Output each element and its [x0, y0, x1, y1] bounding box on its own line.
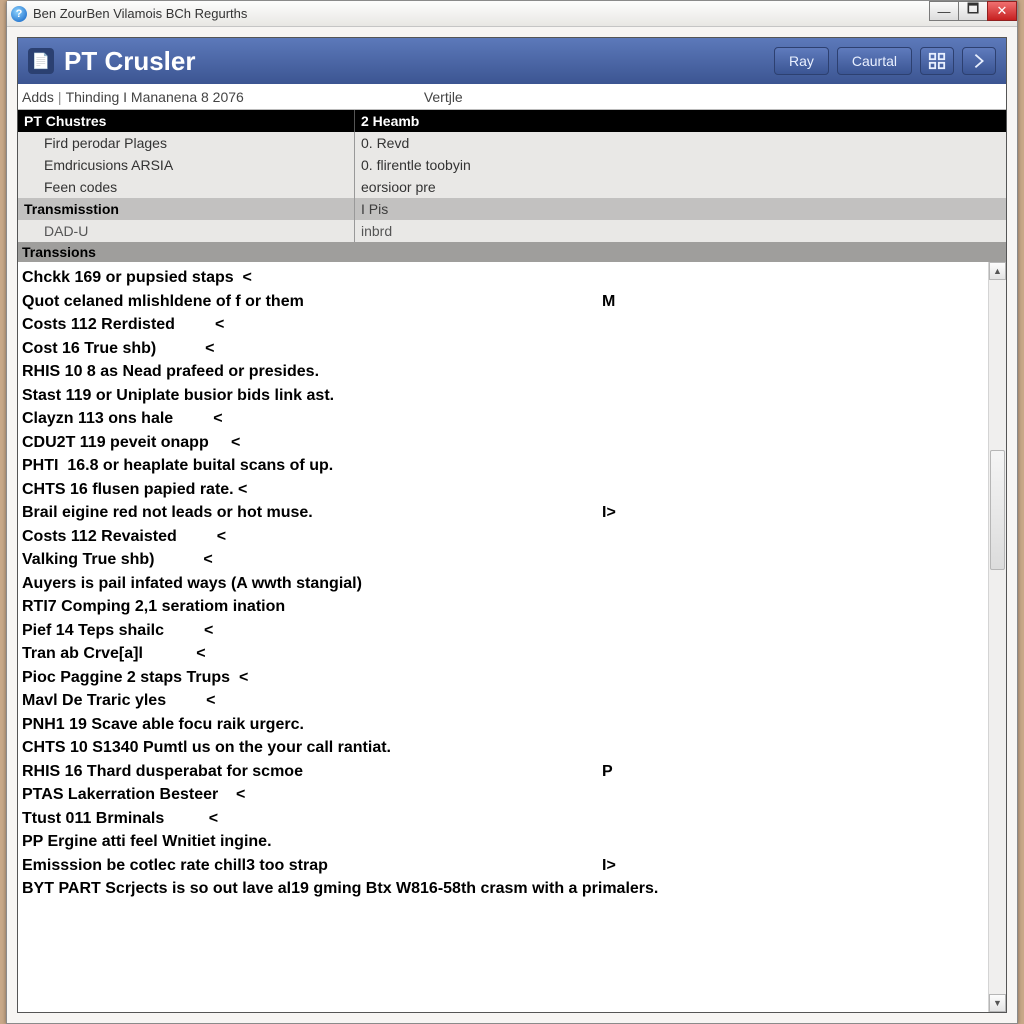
text-line: Clayzn 113 ons hale < — [22, 407, 982, 431]
minimize-button[interactable]: — — [929, 1, 959, 21]
line-text: CHTS 16 flusen papied rate. < — [22, 478, 247, 502]
line-text: PP Ergine atti feel Wnitiet ingine. — [22, 830, 272, 854]
row-dadu[interactable]: DAD-U inbrd — [18, 220, 1006, 242]
text-line: RHIS 10 8 as Nead prafeed or presides. — [22, 360, 982, 384]
line-marker: I> — [602, 501, 616, 525]
text-line: Stast 119 or Uniplate busior bids link a… — [22, 384, 982, 408]
grid-icon — [928, 52, 946, 70]
line-text: Valking True shb) < — [22, 548, 213, 572]
line-text: Costs 112 Rerdisted < — [22, 313, 224, 337]
text-line: CHTS 16 flusen papied rate. < — [22, 478, 982, 502]
crumb-a[interactable]: Adds — [22, 89, 54, 105]
line-text: Quot celaned mlishldene of f or them — [22, 290, 582, 314]
maximize-button[interactable]: 🗖 — [958, 1, 988, 21]
line-text: Pief 14 Teps shailc < — [22, 619, 213, 643]
text-line: Costs 112 Revaisted < — [22, 525, 982, 549]
text-line: Quot celaned mlishldene of f or them M — [22, 290, 982, 314]
line-marker: I> — [602, 854, 616, 878]
line-text: RHIS 16 Thard dusperabat for scmoe — [22, 760, 582, 784]
crumb-c[interactable]: Vertjle — [424, 89, 463, 105]
line-text: Mavl De Traric yles < — [22, 689, 215, 713]
text-line: Valking True shb) < — [22, 548, 982, 572]
scrollbar[interactable]: ▲ ▼ — [988, 262, 1006, 1012]
arrow-right-icon — [970, 52, 988, 70]
app-icon: ? — [11, 6, 27, 22]
line-text: Ttust 011 Brminals < — [22, 807, 218, 831]
text-line: Tran ab Crve[a]l < — [22, 642, 982, 666]
line-text: RHIS 10 8 as Nead prafeed or presides. — [22, 360, 319, 384]
line-text: CHTS 10 S1340 Pumtl us on the your call … — [22, 736, 391, 760]
text-line: PTAS Lakerration Besteer < — [22, 783, 982, 807]
crumb-b[interactable]: Thinding I Mananena 8 2076 — [66, 89, 244, 105]
text-line: PHTI 16.8 or heaplate buital scans of up… — [22, 454, 982, 478]
row-arsia[interactable]: Emdricusions ARSIA 0. flirentle toobyin — [18, 154, 1006, 176]
line-text: Emisssion be cotlec rate chill3 too stra… — [22, 854, 582, 878]
text-line: Emisssion be cotlec rate chill3 too stra… — [22, 854, 982, 878]
line-text: CDU2T 119 peveit onapp < — [22, 431, 240, 455]
window-titlebar: ? Ben ZourBen Vilamois BCh Regurths — [7, 1, 1017, 27]
line-text: Pioc Paggine 2 staps Trups < — [22, 666, 248, 690]
section-header-transmission: Transmisstion I Pis — [18, 198, 1006, 220]
line-text: Tran ab Crve[a]l < — [22, 642, 206, 666]
crumb-sep: | — [58, 89, 62, 105]
text-line: Ttust 011 Brminals < — [22, 807, 982, 831]
hdr-right: 2 Heamb — [354, 110, 1006, 132]
breadcrumb: Adds | Thinding I Mananena 8 2076 Vertjl… — [18, 84, 1006, 110]
line-text: BYT PART Scrjects is so out lave al19 gm… — [22, 877, 658, 901]
line-text: Brail eigine red not leads or hot muse. — [22, 501, 582, 525]
text-line: Chckk 169 or pupsied staps < — [22, 266, 982, 290]
text-line: Costs 112 Rerdisted < — [22, 313, 982, 337]
scroll-down-button[interactable]: ▼ — [989, 994, 1006, 1012]
text-line: RTI7 Comping 2,1 seratiom ination — [22, 595, 982, 619]
scroll-track[interactable] — [989, 280, 1006, 994]
text-line: Pioc Paggine 2 staps Trups < — [22, 666, 982, 690]
line-text: Cost 16 True shb) < — [22, 337, 215, 361]
next-button[interactable] — [962, 47, 996, 75]
section-header-transsions: Transsions — [18, 242, 1006, 262]
text-body: Chckk 169 or pupsied staps <Quot celaned… — [18, 262, 988, 1012]
hdr-left: PT Chustres — [18, 110, 354, 132]
row-codes[interactable]: Feen codes eorsioor pre — [18, 176, 1006, 198]
row-plages[interactable]: Fird perodar Plages 0. Revd — [18, 132, 1006, 154]
text-line: CHTS 10 S1340 Pumtl us on the your call … — [22, 736, 982, 760]
line-text: Clayzn 113 ons hale < — [22, 407, 223, 431]
app-title: PT Crusler — [64, 46, 766, 77]
section-header-chustres: PT Chustres 2 Heamb — [18, 110, 1006, 132]
app-header: PT Crusler Ray Caurtal — [18, 38, 1006, 84]
grid-button[interactable] — [920, 47, 954, 75]
line-text: PHTI 16.8 or heaplate buital scans of up… — [22, 454, 333, 478]
line-text: Chckk 169 or pupsied staps < — [22, 266, 252, 290]
text-line: Mavl De Traric yles < — [22, 689, 982, 713]
text-line: RHIS 16 Thard dusperabat for scmoe P — [22, 760, 982, 784]
line-text: PTAS Lakerration Besteer < — [22, 783, 245, 807]
text-line: CDU2T 119 peveit onapp < — [22, 431, 982, 455]
text-line: Auyers is pail infated ways (A wwth stan… — [22, 572, 982, 596]
body-wrap: Chckk 169 or pupsied staps <Quot celaned… — [18, 262, 1006, 1012]
window-controls: — 🗖 ✕ — [930, 1, 1017, 21]
text-line: BYT PART Scrjects is so out lave al19 gm… — [22, 877, 982, 901]
document-frame: PT Crusler Ray Caurtal Adds | Thinding I… — [17, 37, 1007, 1013]
window-title: Ben ZourBen Vilamois BCh Regurths — [33, 6, 247, 21]
scroll-up-button[interactable]: ▲ — [989, 262, 1006, 280]
line-text: Auyers is pail infated ways (A wwth stan… — [22, 572, 362, 596]
text-line: Pief 14 Teps shailc < — [22, 619, 982, 643]
text-line: PNH1 19 Scave able focu raik urgerc. — [22, 713, 982, 737]
text-line: Brail eigine red not leads or hot muse. I… — [22, 501, 982, 525]
close-button[interactable]: ✕ — [987, 1, 1017, 21]
app-window: ? Ben ZourBen Vilamois BCh Regurths — 🗖 … — [6, 0, 1018, 1024]
ray-button[interactable]: Ray — [774, 47, 829, 75]
line-text: RTI7 Comping 2,1 seratiom ination — [22, 595, 285, 619]
line-marker: M — [602, 290, 615, 314]
line-marker: P — [602, 760, 613, 784]
text-line: Cost 16 True shb) < — [22, 337, 982, 361]
header-icon — [28, 48, 54, 74]
scroll-thumb[interactable] — [990, 450, 1005, 570]
text-line: PP Ergine atti feel Wnitiet ingine. — [22, 830, 982, 854]
curtal-button[interactable]: Caurtal — [837, 47, 912, 75]
line-text: Costs 112 Revaisted < — [22, 525, 226, 549]
line-text: Stast 119 or Uniplate busior bids link a… — [22, 384, 334, 408]
line-text: PNH1 19 Scave able focu raik urgerc. — [22, 713, 304, 737]
